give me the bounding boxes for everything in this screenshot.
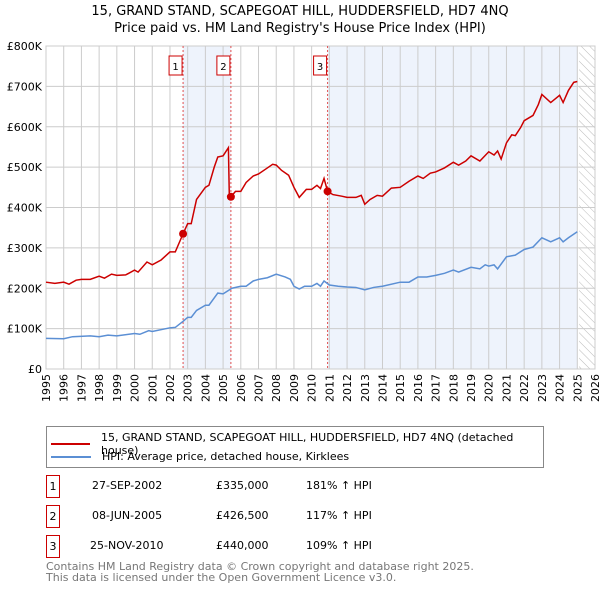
sale-marker: 2 <box>46 505 60 528</box>
sale-price: £426,500 <box>216 509 269 522</box>
x-tick-label: 2016 <box>412 374 425 402</box>
x-tick-label: 2005 <box>217 374 230 402</box>
x-tick-label: 2013 <box>359 374 372 402</box>
legend-swatch-red <box>51 443 90 445</box>
x-tick-label: 2010 <box>306 374 319 402</box>
sale-label: 1 <box>172 62 178 73</box>
sale-point <box>226 192 235 201</box>
series-line <box>45 80 578 286</box>
y-tick-label: £200K <box>7 282 43 295</box>
sale-hpi: 117% ↑ HPI <box>306 509 372 522</box>
sale-label-box <box>313 55 328 76</box>
x-tick-label: 2020 <box>483 374 496 402</box>
y-tick-label: £0 <box>28 363 42 376</box>
x-tick-label: 2025 <box>571 374 584 402</box>
x-tick-label: 2014 <box>376 374 389 402</box>
plot-border <box>45 45 596 370</box>
x-tick-label: 2012 <box>341 374 354 402</box>
x-tick-label: 2006 <box>235 374 248 402</box>
y-tick-label: £100K <box>7 323 43 336</box>
x-tick-label: 2017 <box>430 374 443 402</box>
x-tick-label: 2022 <box>518 374 531 402</box>
footer-copyright: Contains HM Land Registry data © Crown c… <box>46 560 474 573</box>
x-tick-label: 2019 <box>465 374 478 402</box>
x-tick-label: 2023 <box>536 374 549 402</box>
x-tick-label: 2004 <box>199 374 212 402</box>
x-tick-label: 2024 <box>554 374 567 402</box>
x-tick-label: 2002 <box>164 374 177 402</box>
legend-swatch-blue <box>51 455 91 458</box>
sale-date: 25-NOV-2010 <box>90 539 164 552</box>
sale-marker: 1 <box>46 475 60 498</box>
sale-price: £440,000 <box>216 539 269 552</box>
x-tick-label: 2021 <box>500 374 513 402</box>
sale-label: 2 <box>220 62 226 73</box>
x-tick-label: 1997 <box>75 374 88 402</box>
chart-subtitle: Price paid vs. HM Land Registry's House … <box>114 21 486 36</box>
y-tick-label: £800K <box>7 40 43 53</box>
legend-item-hpi: HPI: Average price, detached house, Kirk… <box>51 450 349 463</box>
legend-label: HPI: Average price, detached house, Kirk… <box>102 450 350 463</box>
chart-title: 15, GRAND STAND, SCAPEGOAT HILL, HUDDERS… <box>91 4 509 19</box>
legend-label: 15, GRAND STAND, SCAPEGOAT HILL, HUDDERS… <box>101 431 514 457</box>
x-tick-label: 2026 <box>589 374 600 402</box>
y-tick-label: £500K <box>7 161 43 174</box>
x-tick-label: 2001 <box>146 374 159 402</box>
sale-date: 08-JUN-2005 <box>92 509 163 522</box>
price-chart: 1995 1996 1997 1998 1999 2000 2001 2002 2003 2004… <box>7 40 600 402</box>
x-tick-label: 1999 <box>111 374 124 402</box>
y-tick-label: £600K <box>7 121 43 134</box>
x-tick-label: 2000 <box>129 374 142 402</box>
x-tick-label: 1995 <box>40 374 53 402</box>
x-tick-label: 2018 <box>447 374 460 402</box>
sale-hpi: 181% ↑ HPI <box>306 479 372 492</box>
x-tick-label: 1998 <box>93 374 106 402</box>
legend-item-property: 15, GRAND STAND, SCAPEGOAT HILL, HUDDERS… <box>51 431 543 457</box>
x-tick-label: 1996 <box>58 374 71 402</box>
x-tick-label: 2003 <box>182 374 195 402</box>
y-tick-label: £300K <box>7 242 43 255</box>
sale-label-box <box>216 55 231 76</box>
sale-point <box>179 229 188 238</box>
x-tick-label: 2015 <box>394 374 407 402</box>
sale-point <box>323 187 332 196</box>
x-tick-label: 2009 <box>288 374 301 402</box>
sale-label: 3 <box>317 62 323 73</box>
sale-price: £335,000 <box>216 479 269 492</box>
x-tick-label: 2008 <box>270 374 283 402</box>
x-tick-label: 2011 <box>323 374 336 402</box>
series-line <box>45 231 578 340</box>
y-tick-label: £700K <box>7 80 43 93</box>
sale-label-box <box>168 55 183 76</box>
x-tick-label: 2007 <box>253 374 266 402</box>
legend: 15, GRAND STAND, SCAPEGOAT HILL, HUDDERS… <box>46 426 544 468</box>
sale-marker: 3 <box>46 535 60 558</box>
sale-hpi: 109% ↑ HPI <box>306 539 372 552</box>
footer-licence: This data is licensed under the Open Gov… <box>46 571 397 584</box>
y-tick-label: £400K <box>7 202 43 215</box>
sale-date: 27-SEP-2002 <box>92 479 163 492</box>
